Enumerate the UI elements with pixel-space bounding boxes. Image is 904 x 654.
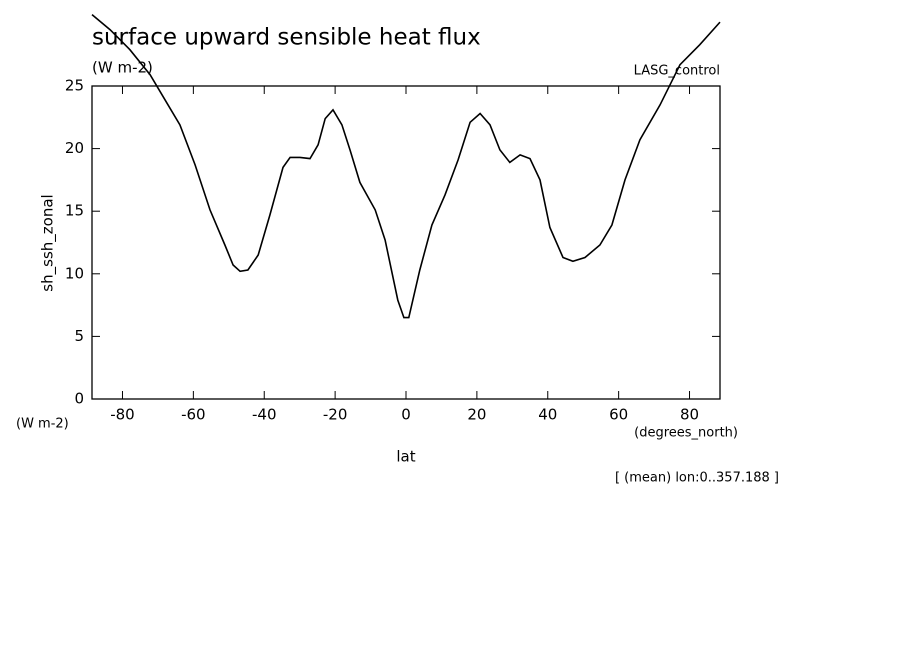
x-tick-label: 0 bbox=[401, 406, 411, 424]
chart-title: surface upward sensible heat flux bbox=[92, 25, 481, 51]
x-tick-label: -20 bbox=[323, 406, 348, 424]
y-tick-label: 20 bbox=[65, 139, 84, 157]
y-tick-label: 5 bbox=[74, 327, 84, 345]
data-line bbox=[91, 13, 721, 319]
x-tick-label: -80 bbox=[110, 406, 135, 424]
y-tick-label: 15 bbox=[65, 202, 84, 220]
y-axis-label: sh_ssh_zonal bbox=[39, 194, 58, 291]
x-tick-label: 40 bbox=[538, 406, 557, 424]
x-tick-label: 80 bbox=[680, 406, 699, 424]
y-tick-label: 10 bbox=[65, 264, 84, 282]
x-units: (degrees_north) bbox=[634, 426, 738, 441]
annotation: [ (mean) lon:0..357.188 ] bbox=[615, 471, 779, 486]
x-tick-label: -40 bbox=[252, 406, 277, 424]
x-axis-label: lat bbox=[396, 448, 415, 466]
subtitle: (W m-2) bbox=[92, 59, 153, 77]
x-tick-label: 20 bbox=[467, 406, 486, 424]
x-tick-label: -60 bbox=[181, 406, 206, 424]
y-units: (W m-2) bbox=[16, 417, 69, 432]
y-tick-label: 0 bbox=[74, 390, 84, 408]
y-tick-label: 25 bbox=[65, 77, 84, 95]
x-tick-label: 60 bbox=[609, 406, 628, 424]
